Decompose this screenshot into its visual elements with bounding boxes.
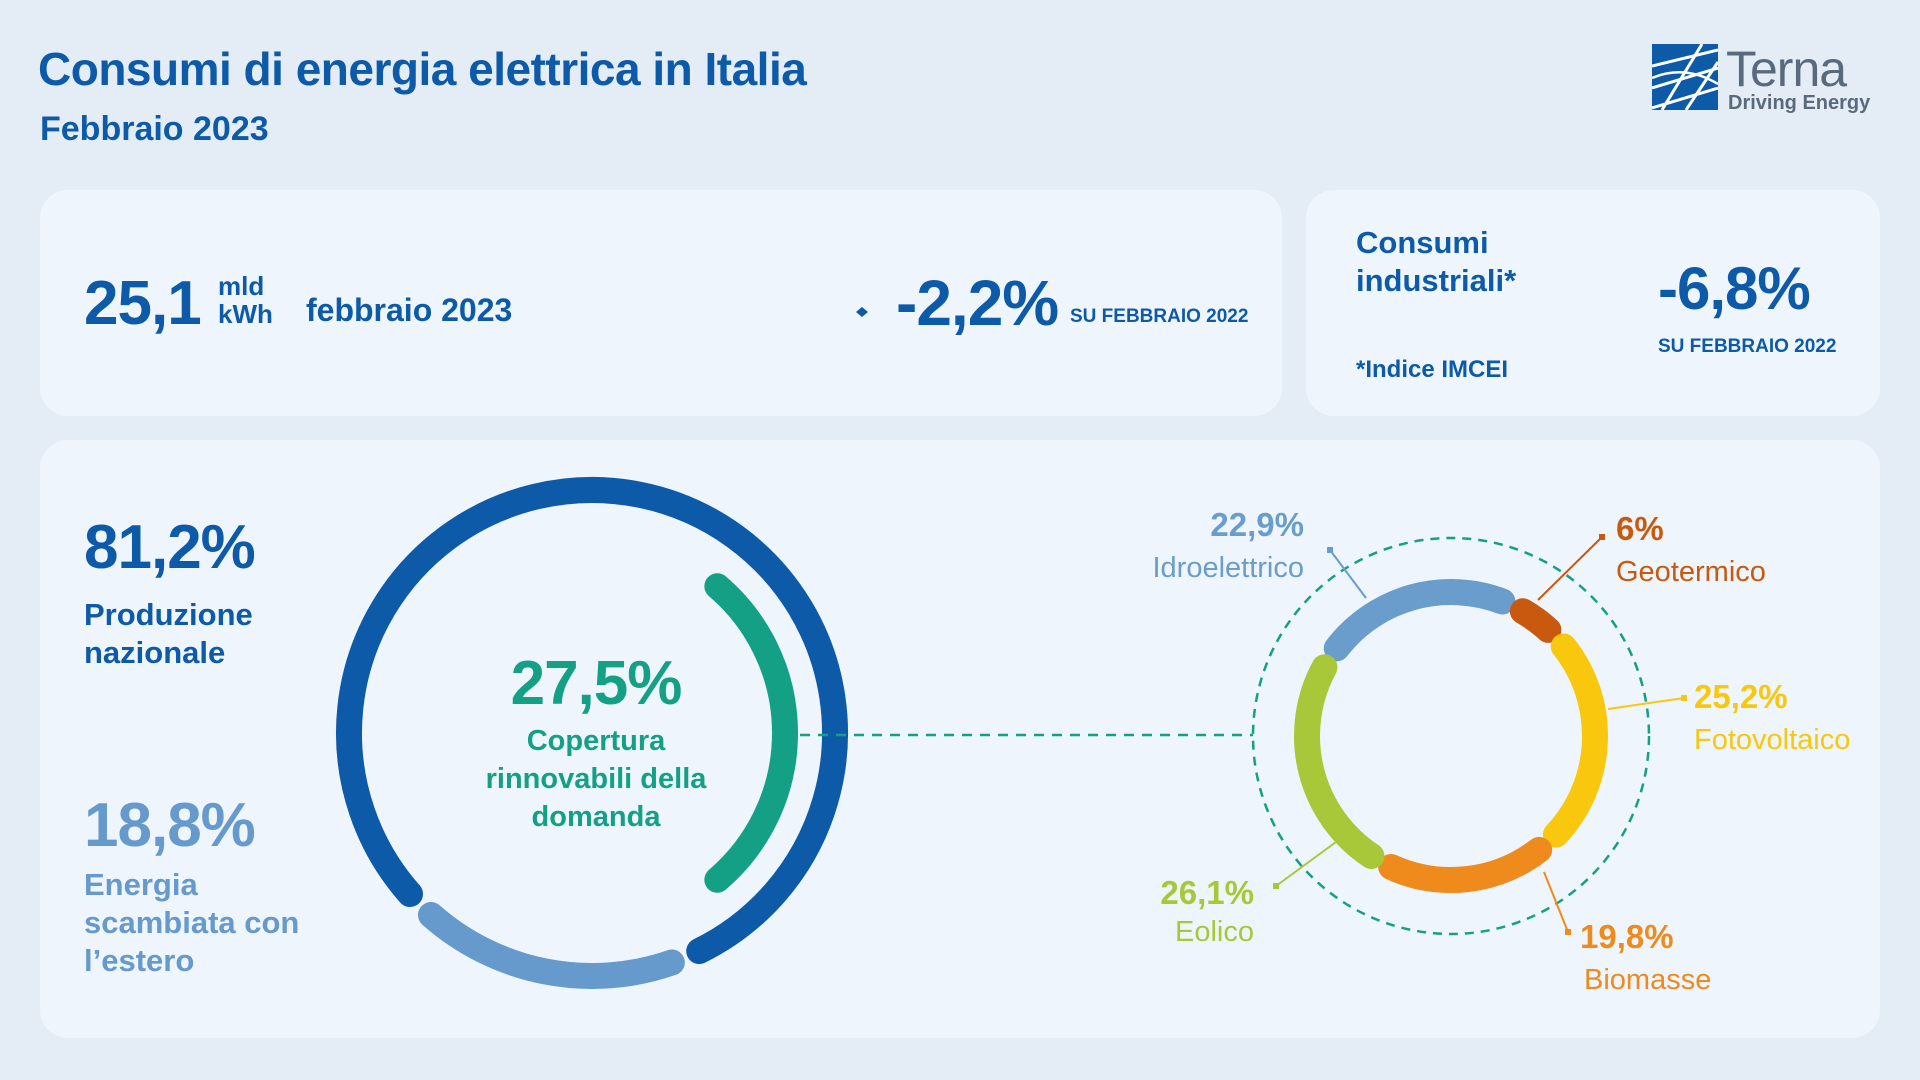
national-production-arc	[336, 477, 848, 965]
idro-leader-marker	[1327, 547, 1333, 553]
foto-leader-marker	[1681, 695, 1687, 701]
foto-leader-line	[1607, 697, 1685, 710]
industrial-card	[1306, 190, 1880, 416]
bio-name-label: Biomasse	[1584, 964, 1712, 996]
renewable-coverage-arc	[704, 573, 798, 893]
consumption-card	[40, 190, 1282, 416]
idro-arc	[1323, 579, 1516, 662]
consumption-period: febbraio 2023	[306, 292, 513, 328]
bio-arc	[1378, 836, 1553, 893]
consumption-delta-reference: SU FEBBRAIO 2022	[1070, 306, 1249, 327]
page-subtitle: Febbraio 2023	[40, 110, 269, 148]
bio-leader-line	[1543, 871, 1569, 933]
consumption-value: 25,1	[84, 269, 202, 338]
renewable-coverage-value: 27,5%	[510, 649, 683, 718]
industrial-label: Consumi industriali*	[1356, 225, 1517, 298]
foreign-exchange-arc	[417, 902, 685, 989]
bio-leader-marker	[1565, 929, 1571, 935]
page-title: Consumi di energia elettrica in Italia	[38, 43, 807, 95]
geo-value-label: 6%	[1616, 510, 1664, 547]
industrial-note: *Indice IMCEI	[1356, 356, 1509, 383]
geo-leader-line	[1537, 536, 1603, 601]
idro-value-label: 22,9%	[1210, 506, 1304, 543]
industrial-delta: -6,8%	[1658, 255, 1811, 322]
foto-value-label: 25,2%	[1694, 678, 1788, 715]
terna-logo-icon	[1652, 44, 1718, 110]
consumption-delta: -2,2%	[896, 267, 1059, 339]
national-production-label: Produzione nazionale	[84, 597, 253, 670]
foto-name-label: Fotovoltaico	[1694, 724, 1851, 756]
idro-name-label: Idroelettrico	[1152, 552, 1304, 584]
geo-arc	[1509, 598, 1562, 643]
industrial-delta-reference: SU FEBBRAIO 2022	[1658, 336, 1837, 357]
eolico-value-label: 26,1%	[1160, 874, 1254, 911]
foreign-exchange-value: 18,8%	[84, 791, 256, 860]
foto-arc	[1542, 633, 1608, 848]
eolico-leader-line	[1275, 841, 1337, 887]
renewable-coverage-label: Copertura rinnovabili della domanda	[485, 725, 707, 833]
eolico-name-label: Eolico	[1175, 916, 1254, 948]
logo-tagline: Driving Energy	[1728, 92, 1871, 114]
logo-name: Terna	[1726, 41, 1847, 97]
geo-leader-marker	[1599, 534, 1605, 540]
terna-logo: Terna Driving Energy	[1652, 40, 1882, 120]
consumption-unit: mld kWh	[218, 271, 273, 329]
national-production-value: 81,2%	[84, 513, 256, 582]
foreign-exchange-label: Energia scambiata con l’estero	[84, 867, 300, 978]
trend-arrow-icon	[566, 307, 868, 317]
bio-value-label: 19,8%	[1580, 918, 1674, 955]
eolico-arc	[1294, 654, 1385, 870]
geo-name-label: Geotermico	[1616, 556, 1766, 588]
eolico-leader-marker	[1273, 883, 1279, 889]
idro-leader-line	[1329, 549, 1367, 599]
renewable-dashed-ring	[1251, 536, 1651, 936]
